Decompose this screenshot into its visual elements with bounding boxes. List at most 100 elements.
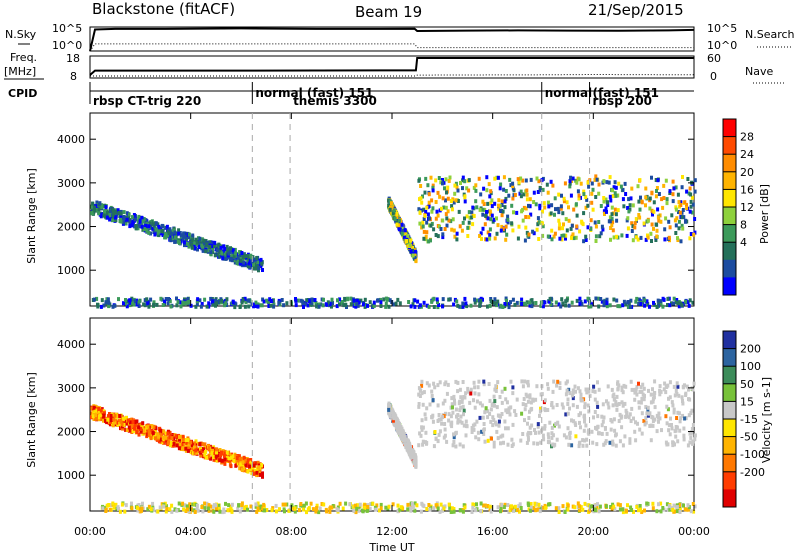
range-cell: [229, 505, 233, 510]
range-cell: [482, 382, 486, 387]
range-cell: [489, 509, 493, 514]
range-cell: [372, 300, 376, 305]
range-cell: [526, 383, 530, 388]
range-cell: [659, 509, 663, 514]
range-cell: [105, 210, 109, 215]
range-cell: [681, 226, 685, 231]
range-cell: [676, 439, 680, 444]
range-cell: [477, 379, 481, 384]
range-cell: [686, 443, 690, 448]
range-cell: [240, 505, 244, 510]
range-cell: [421, 194, 424, 199]
range-cell: [341, 506, 345, 511]
range-cell: [293, 509, 297, 514]
range-cell: [594, 224, 598, 229]
range-cell: [551, 389, 555, 394]
range-cell: [600, 299, 604, 304]
range-cell: [357, 508, 361, 513]
range-cell: [230, 502, 234, 507]
range-cell: [620, 388, 624, 393]
range-cell: [497, 203, 500, 208]
range-cell: [280, 298, 284, 302]
range-cell: [106, 297, 110, 302]
range-cell: [352, 508, 356, 513]
range-cell: [424, 209, 428, 214]
range-cell: [145, 228, 149, 233]
range-cell: [537, 220, 541, 225]
range-cell: [246, 507, 249, 512]
freq-label-1: Freq.: [10, 51, 37, 64]
range-cell: [200, 243, 204, 248]
range-cell: [109, 413, 113, 418]
range-cell: [624, 408, 628, 413]
range-cell: [217, 246, 221, 250]
range-cell: [530, 298, 534, 303]
range-cell: [413, 501, 417, 506]
range-cell: [237, 503, 241, 508]
range-cell: [198, 298, 202, 303]
range-cell: [681, 399, 684, 403]
range-cell: [176, 300, 180, 305]
range-cell: [92, 405, 96, 410]
range-cell: [597, 182, 601, 187]
range-cell: [464, 301, 468, 306]
range-cell: [595, 442, 599, 447]
range-cell: [168, 507, 172, 512]
range-cell: [616, 304, 620, 309]
range-cell: [527, 203, 530, 208]
range-cell: [673, 442, 676, 447]
range-cell: [568, 391, 572, 396]
range-cell: [161, 233, 165, 237]
range-cell: [453, 398, 456, 403]
range-cell: [635, 296, 639, 301]
range-cell: [521, 207, 525, 212]
range-cell: [556, 206, 560, 211]
range-cell: [483, 439, 487, 444]
range-cell: [236, 506, 240, 511]
range-cell: [167, 231, 171, 236]
range-cell: [218, 509, 222, 514]
range-cell: [187, 235, 191, 240]
range-cell: [301, 504, 305, 509]
range-cell: [256, 501, 260, 506]
range-cell: [458, 387, 462, 392]
range-cell: [643, 508, 646, 513]
range-cell: [580, 302, 584, 307]
range-cell: [693, 217, 697, 221]
range-cell: [507, 193, 511, 198]
range-cell: [477, 392, 481, 397]
range-cell: [657, 218, 661, 223]
range-cell: [151, 501, 155, 506]
range-cell: [376, 298, 380, 303]
range-cell: [498, 395, 502, 399]
range-cell: [559, 204, 563, 209]
range-cell: [463, 199, 467, 204]
range-cell: [92, 205, 96, 210]
range-cell: [164, 509, 168, 514]
range-cell: [140, 224, 144, 229]
range-cell: [510, 203, 514, 208]
range-cell: [483, 207, 487, 212]
range-cell: [207, 301, 211, 306]
range-cell: [411, 246, 414, 250]
range-cell: [633, 390, 637, 395]
range-cell: [436, 419, 440, 423]
y-tick-label: 4000: [57, 338, 85, 351]
range-cell: [619, 415, 623, 420]
range-cell: [411, 253, 415, 258]
range-cell: [638, 389, 642, 394]
range-cell: [532, 231, 536, 236]
range-cell: [653, 379, 657, 384]
range-cell: [500, 203, 504, 207]
range-cell: [132, 213, 136, 217]
range-cell: [498, 186, 502, 191]
range-cell: [179, 238, 183, 243]
range-cell: [441, 304, 444, 309]
range-cell: [470, 210, 474, 215]
range-cell: [644, 416, 648, 421]
range-cell: [505, 298, 508, 303]
range-cell: [504, 296, 508, 301]
range-cell: [577, 177, 581, 182]
range-cell: [594, 195, 598, 199]
